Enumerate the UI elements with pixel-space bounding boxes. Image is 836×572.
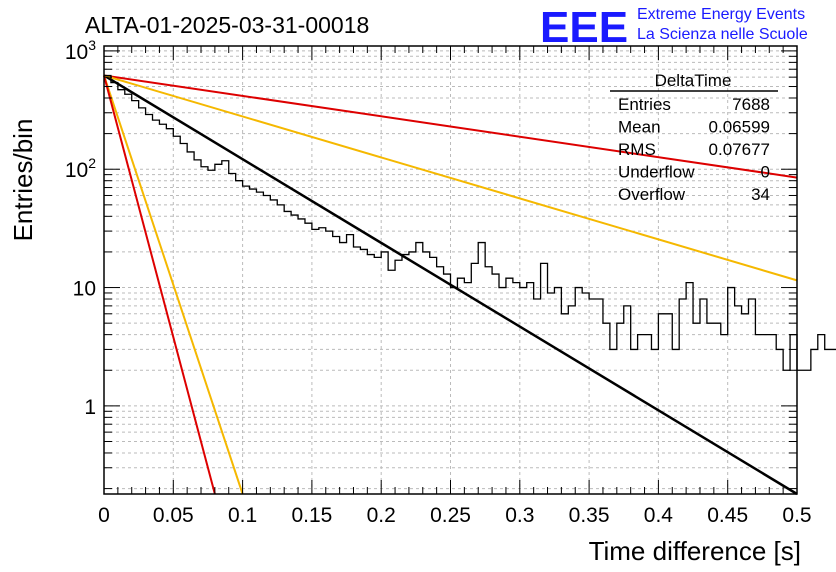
stats-value: 0.07677 [709, 140, 770, 159]
grid [104, 46, 797, 494]
x-tick-label: 0.15 [291, 504, 332, 527]
stats-label: RMS [618, 140, 656, 159]
x-tick-labels: 0 0.05 0.1 0.15 0.2 0.25 0.3 0.35 0.4 0.45 0.5 [98, 504, 811, 527]
stats-rows: Entries 7688 Mean 0.06599 RMS 0.07677 Underflo… [618, 95, 770, 204]
stats-box: DeltaTime Entries 7688 Mean 0.06599 RMS 0.076… [610, 71, 778, 204]
y-tick-label: 103 [65, 37, 96, 64]
stats-title: DeltaTime [655, 71, 732, 90]
fit-line-rate_high_orange [103, 75, 244, 495]
stats-label: Overflow [618, 185, 686, 204]
y-tick-label: 1 [84, 396, 96, 419]
x-tick-label: 0.4 [644, 504, 674, 527]
y-tick-labels: 1 10 102 103 [65, 37, 96, 419]
y-tick-label: 10 [73, 278, 96, 301]
fit-line-rate_low_orange [103, 74, 798, 282]
y-tick-label: 102 [65, 155, 96, 182]
stats-label: Mean [618, 118, 661, 137]
histogram [104, 74, 836, 371]
stats-value: 0 [761, 163, 770, 182]
fit-line-rate_low_red [103, 74, 798, 179]
stats-value: 7688 [732, 95, 770, 114]
eee-logo-line2: La Scienza nelle Scuole [637, 26, 808, 43]
x-tick-label: 0.45 [707, 504, 748, 527]
stats-label: Underflow [618, 163, 695, 182]
x-tick-label: 0.2 [367, 504, 396, 527]
y-axis-label: Entries/bin [8, 119, 38, 242]
stats-value: 0.06599 [709, 118, 770, 137]
stats-value: 34 [751, 185, 770, 204]
eee-logo-text: EEE [540, 3, 628, 52]
chart-title: ALTA-01-2025-03-31-00018 [85, 12, 369, 38]
stats-label: Entries [618, 95, 671, 114]
x-tick-label: 0.05 [153, 504, 194, 527]
x-tick-label: 0.5 [782, 504, 811, 527]
x-tick-label: 0.25 [430, 504, 471, 527]
fit-line-rate_high_red [103, 75, 216, 495]
x-tick-label: 0.3 [505, 504, 534, 527]
eee-logo-line1: Extreme Energy Events [637, 6, 805, 23]
axis-ticks [103, 46, 798, 494]
histogram-step [104, 74, 836, 371]
x-tick-label: 0.35 [569, 504, 610, 527]
x-tick-label: 0 [98, 504, 110, 527]
x-axis-label: Time difference [s] [589, 536, 801, 566]
x-tick-label: 0.1 [228, 504, 257, 527]
